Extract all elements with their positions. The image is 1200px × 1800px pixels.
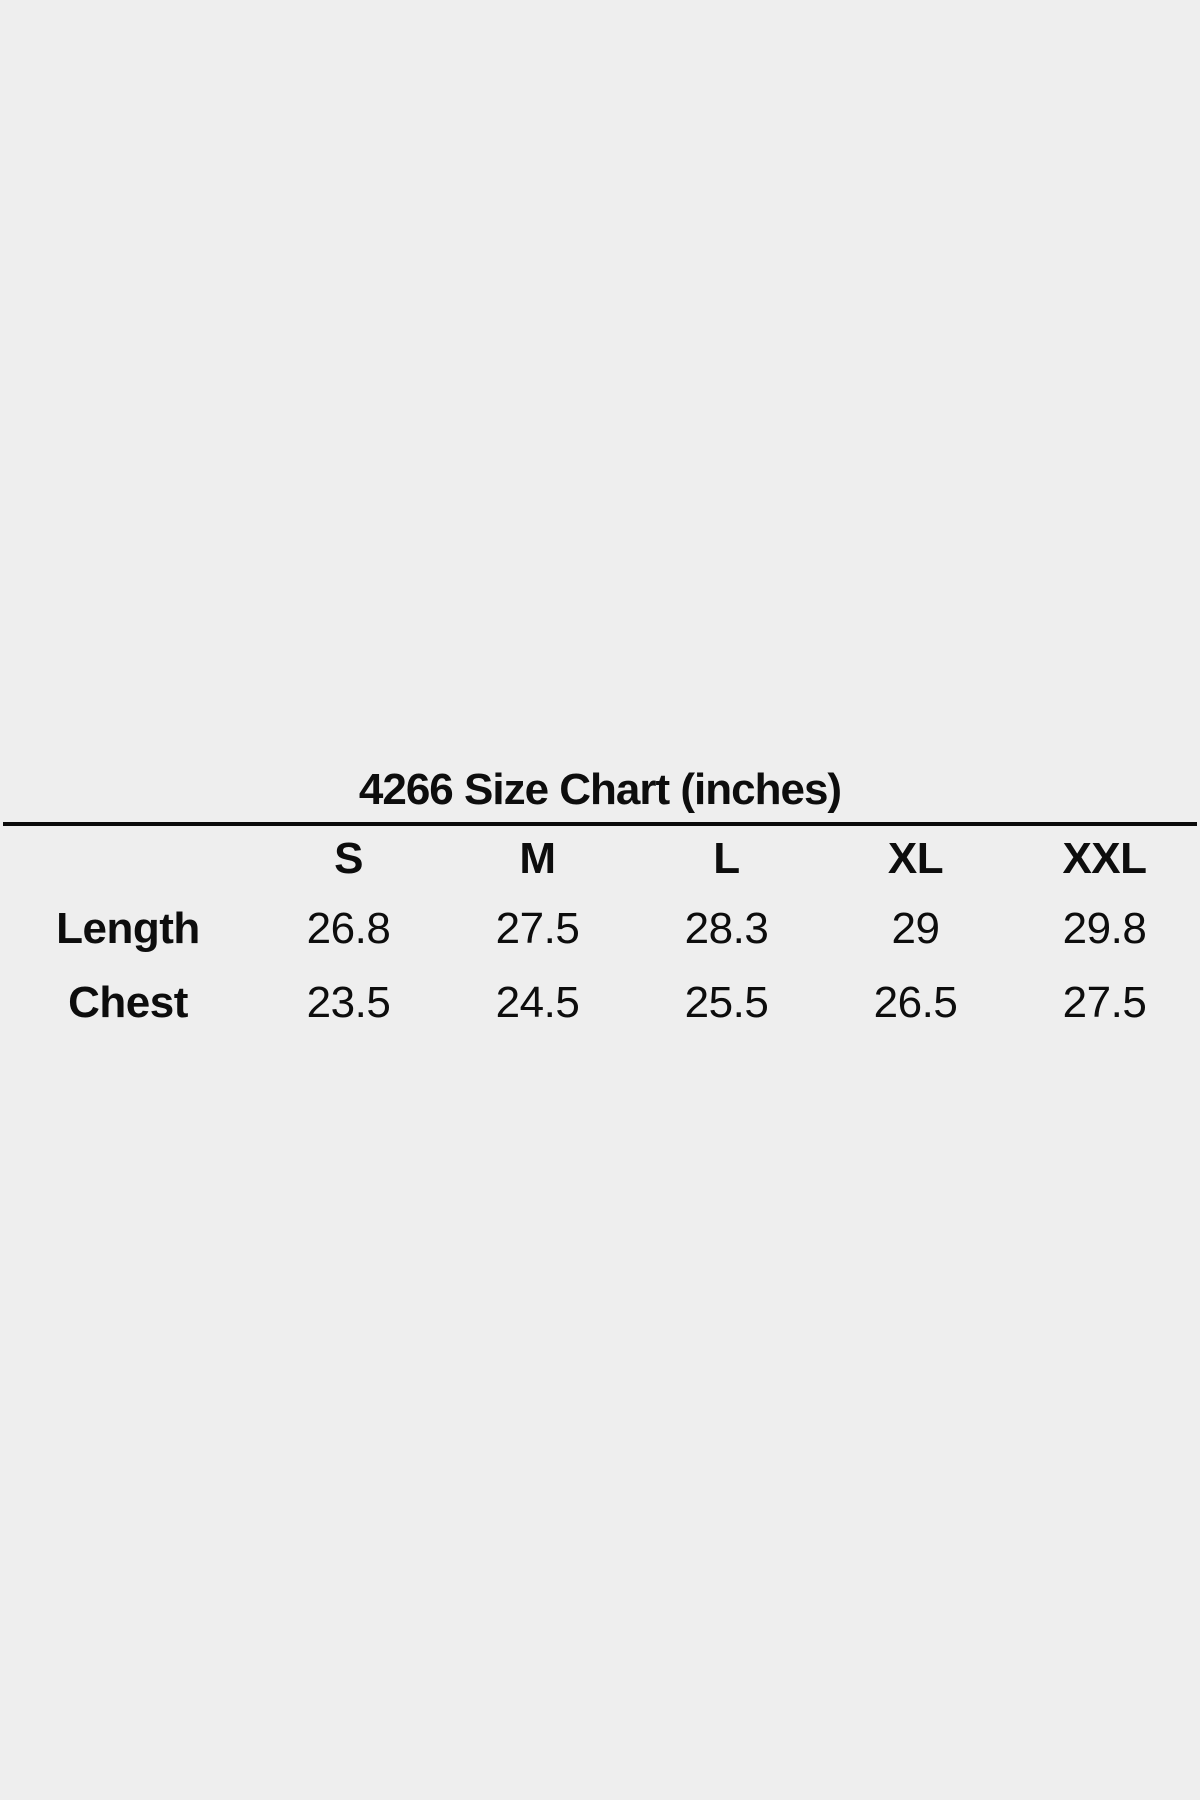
header-empty-cell [2,826,254,892]
length-value-xxl: 29.8 [1062,904,1147,953]
length-value-l: 28.3 [684,904,769,953]
chest-value-m: 24.5 [495,978,580,1027]
size-header-l: L [713,834,740,883]
size-header-xxl: XXL [1062,834,1147,883]
size-chart-title: 4266 Size Chart (inches) [358,765,842,814]
length-value-s: 26.8 [306,904,391,953]
chest-value-xxl: 27.5 [1062,978,1147,1027]
title-divider-line [3,822,1197,826]
row-label-length: Length [56,904,200,953]
size-header-m: M [519,834,556,883]
size-chart-table: S M L XL XXL Length 26.8 27.5 28.3 29 29… [2,826,1199,1040]
chest-value-l: 25.5 [684,978,769,1027]
chest-value-xl: 26.5 [873,978,958,1027]
length-value-xl: 29 [891,904,940,953]
size-header-row: S M L XL XXL [2,826,1199,892]
size-header-s: S [334,834,363,883]
size-header-xl: XL [887,834,944,883]
table-row-length: Length 26.8 27.5 28.3 29 29.8 [2,892,1199,966]
chest-value-s: 23.5 [306,978,391,1027]
length-value-m: 27.5 [495,904,580,953]
row-label-chest: Chest [68,978,188,1027]
table-row-chest: Chest 23.5 24.5 25.5 26.5 27.5 [2,966,1199,1040]
size-chart: 4266 Size Chart (inches) S M L XL XXL Le… [0,764,1200,1040]
